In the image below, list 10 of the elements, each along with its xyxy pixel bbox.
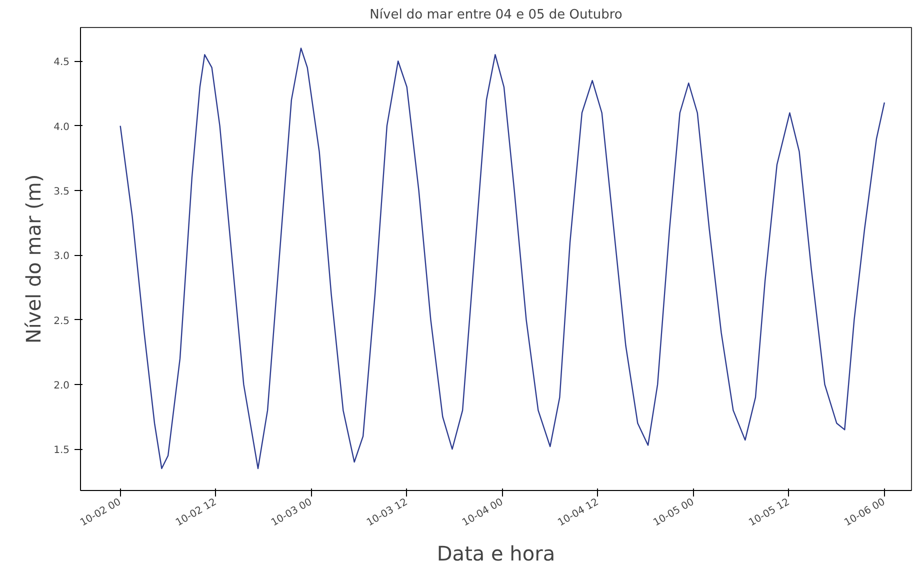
y-tick-label: 2.0 (54, 380, 70, 392)
y-tick-label: 3.0 (54, 251, 70, 262)
y-tick-label: 2.5 (54, 316, 70, 327)
y-tick-label: 1.5 (54, 445, 70, 456)
x-axis-title: Data e hora (436, 542, 556, 566)
y-tick-label: 4.0 (54, 122, 70, 133)
chart-title: Nível do mar entre 04 e 05 de Outubro (370, 8, 622, 22)
y-tick-label: 4.5 (54, 57, 70, 68)
y-tick-label: 3.5 (54, 186, 70, 198)
y-axis-title: Nível do mar (m) (22, 174, 46, 344)
